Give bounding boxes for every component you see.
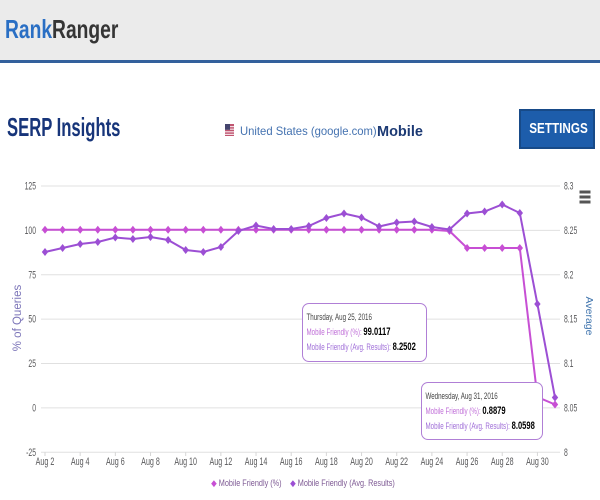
svg-text:Aug 24: Aug 24 (421, 456, 444, 468)
svg-text:Aug 16: Aug 16 (280, 456, 303, 468)
svg-text:Aug 4: Aug 4 (71, 456, 90, 468)
svg-text:Aug 12: Aug 12 (210, 456, 233, 468)
svg-text:0: 0 (32, 402, 36, 414)
svg-text:75: 75 (28, 269, 36, 281)
svg-text:8: 8 (564, 446, 568, 458)
svg-text:Aug 30: Aug 30 (526, 456, 549, 468)
svg-text:8.1: 8.1 (564, 357, 573, 369)
svg-text:8.2: 8.2 (564, 269, 573, 281)
svg-text:Aug 2: Aug 2 (36, 456, 55, 468)
svg-text:% of Queries: % of Queries (12, 285, 24, 352)
svg-text:Average: Average (583, 297, 595, 336)
svg-text:25: 25 (28, 357, 36, 369)
svg-text:8.05: 8.05 (564, 402, 577, 414)
svg-text:8.3: 8.3 (564, 180, 573, 192)
svg-text:Aug 10: Aug 10 (174, 456, 197, 468)
svg-text:Aug 26: Aug 26 (456, 456, 479, 468)
svg-text:-25: -25 (26, 446, 36, 458)
svg-text:Aug 20: Aug 20 (350, 456, 373, 468)
svg-text:Aug 22: Aug 22 (385, 456, 408, 468)
svg-text:Aug 6: Aug 6 (106, 456, 125, 468)
svg-text:8.15: 8.15 (564, 313, 577, 325)
svg-text:8.25: 8.25 (564, 224, 577, 236)
svg-text:Aug 28: Aug 28 (491, 456, 514, 468)
svg-text:125: 125 (25, 180, 36, 192)
svg-text:Aug 14: Aug 14 (245, 456, 268, 468)
svg-text:50: 50 (28, 313, 36, 325)
svg-text:Aug 18: Aug 18 (315, 456, 338, 468)
svg-text:Aug 8: Aug 8 (141, 456, 160, 468)
svg-text:100: 100 (25, 224, 36, 236)
